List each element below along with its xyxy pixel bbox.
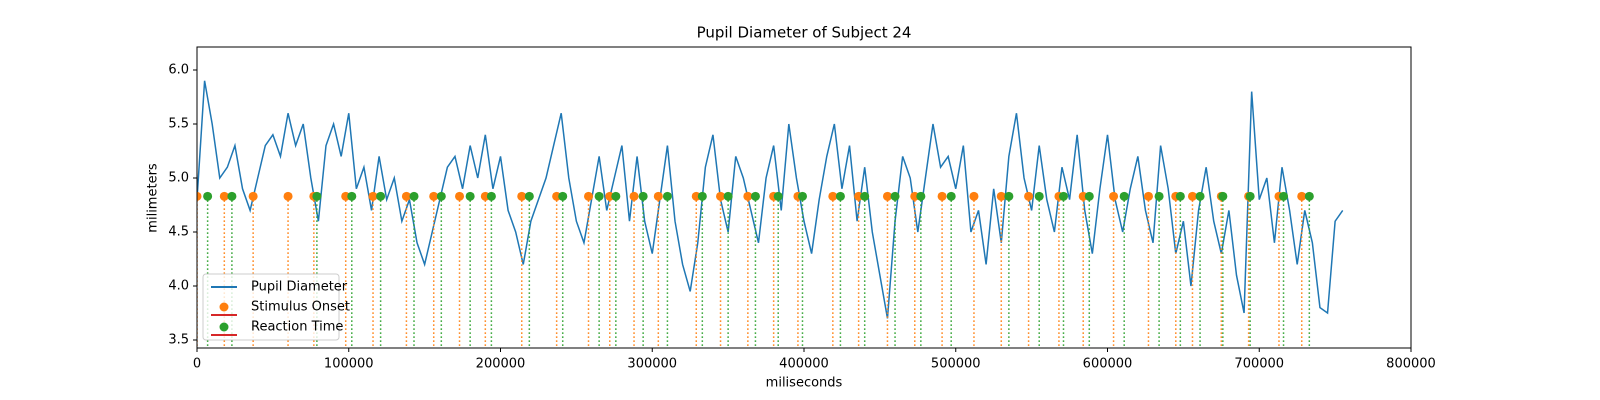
x-tick-label: 100000: [324, 357, 374, 372]
stem-marker: [558, 191, 568, 201]
stem-marker: [248, 191, 258, 201]
stem-marker: [946, 191, 956, 201]
x-axis-label: miliseconds: [766, 376, 843, 391]
stem-marker: [937, 191, 947, 201]
stem-marker: [197, 191, 202, 201]
stem-marker: [1004, 191, 1014, 201]
stem-marker: [1143, 191, 1153, 201]
y-axis-label: milimeters: [146, 163, 161, 233]
stem-marker: [219, 191, 229, 201]
stem-marker: [716, 191, 726, 201]
stem-marker: [750, 191, 760, 201]
stem-marker: [429, 191, 439, 201]
stem-marker: [1279, 191, 1289, 201]
stem-marker: [1109, 191, 1119, 201]
stem-marker: [1084, 191, 1094, 201]
pupil-line: [197, 80, 1344, 319]
y-tick-label: 5.5: [168, 117, 189, 132]
stem-marker: [376, 191, 386, 201]
stem-marker: [828, 191, 838, 201]
stem-marker: [312, 191, 322, 201]
stem-marker: [835, 191, 845, 201]
y-tick-label: 4.5: [168, 225, 189, 240]
x-tick-label: 0: [193, 357, 201, 372]
legend-swatch: [219, 322, 229, 332]
stem-marker: [1245, 191, 1255, 201]
stem-marker: [653, 191, 663, 201]
x-tick-label: 800000: [1386, 357, 1436, 372]
stem-marker: [203, 191, 213, 201]
stem-marker: [1304, 191, 1314, 201]
stem-marker: [227, 191, 237, 201]
stem-marker: [455, 191, 465, 201]
stem-marker: [1187, 191, 1197, 201]
x-tick-label: 700000: [1234, 357, 1284, 372]
x-tick-label: 600000: [1083, 357, 1133, 372]
stem-marker: [890, 191, 900, 201]
plot-area: [197, 80, 1344, 348]
stem-marker: [1175, 191, 1185, 201]
y-tick-label: 3.5: [168, 333, 189, 348]
stem-marker: [1034, 191, 1044, 201]
stem-marker: [347, 191, 357, 201]
stem-marker: [723, 191, 733, 201]
stem-marker: [517, 191, 527, 201]
stem-marker: [368, 191, 378, 201]
x-tick-label: 300000: [627, 357, 677, 372]
x-tick-label: 500000: [931, 357, 981, 372]
stem-marker: [629, 191, 639, 201]
stem-marker: [697, 191, 707, 201]
stem-marker: [1297, 191, 1307, 201]
stem-marker: [611, 191, 621, 201]
stem-marker: [743, 191, 753, 201]
stem-marker: [436, 191, 446, 201]
stem-marker: [1154, 191, 1164, 201]
stem-marker: [524, 191, 534, 201]
y-tick-label: 4.0: [168, 279, 189, 294]
x-tick-label: 200000: [476, 357, 526, 372]
stem-marker: [797, 191, 807, 201]
y-tick-label: 5.0: [168, 171, 189, 186]
stem-marker: [409, 191, 419, 201]
stem-marker: [638, 191, 648, 201]
stem-marker: [594, 191, 604, 201]
stem-marker: [860, 191, 870, 201]
stem-marker: [401, 191, 411, 201]
stem-marker: [882, 191, 892, 201]
legend-label: Pupil Diameter: [251, 280, 348, 295]
stem-marker: [1218, 191, 1228, 201]
y-tick-label: 6.0: [168, 63, 189, 78]
stem-marker: [584, 191, 594, 201]
stem-marker: [969, 191, 979, 201]
legend-swatch: [219, 302, 229, 312]
chart-title: Pupil Diameter of Subject 24: [697, 24, 912, 42]
stem-marker: [283, 191, 293, 201]
stem-marker: [916, 191, 926, 201]
legend-box: [202, 273, 340, 341]
stem-marker: [1195, 191, 1205, 201]
stem-marker: [996, 191, 1006, 201]
legend-label: Reaction Time: [251, 320, 343, 335]
stem-marker: [1058, 191, 1068, 201]
stem-marker: [465, 191, 475, 201]
stem-marker: [773, 191, 783, 201]
stem-marker: [486, 191, 496, 201]
legend-label: Stimulus Onset: [251, 300, 350, 315]
x-tick-label: 400000: [779, 357, 829, 372]
stem-marker: [1119, 191, 1129, 201]
stem-marker: [1024, 191, 1034, 201]
stem-marker: [662, 191, 672, 201]
